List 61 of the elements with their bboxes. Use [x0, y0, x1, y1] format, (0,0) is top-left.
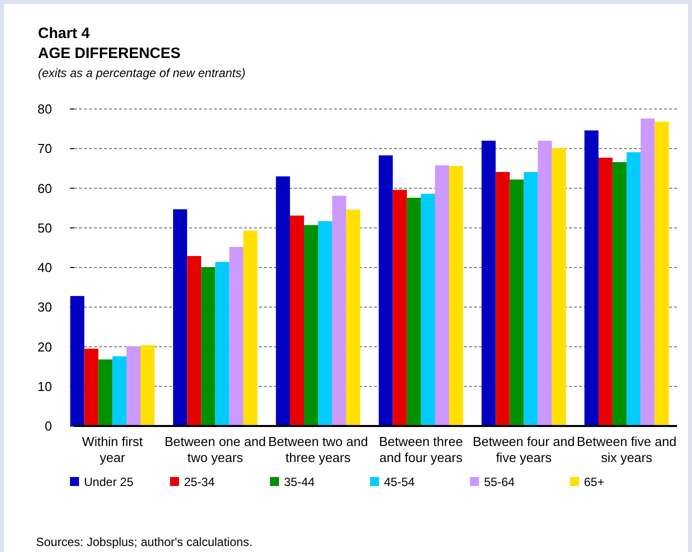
- bar: [640, 118, 655, 426]
- x-tick-label: Between one and two years: [164, 434, 266, 465]
- bar: [612, 162, 627, 426]
- chart-subtitle: AGE DIFFERENCES: [38, 45, 181, 62]
- legend-label: 25-34: [184, 475, 216, 489]
- legend-label: 55-64: [484, 475, 516, 489]
- bar: [406, 198, 421, 426]
- bar: [626, 152, 641, 426]
- bar: [140, 345, 155, 426]
- y-tick-label: 20: [38, 339, 52, 354]
- bar: [538, 140, 552, 426]
- x-tick-label: Between four and five years: [472, 434, 575, 465]
- bar: [420, 194, 435, 426]
- bar: [201, 267, 216, 426]
- x-tick-label: Within first year: [82, 434, 144, 465]
- y-tick-label: 10: [38, 378, 52, 394]
- bar: [584, 130, 598, 426]
- bar: [304, 225, 318, 426]
- bar: [496, 172, 510, 426]
- bar: [552, 148, 566, 426]
- legend-label: 45-54: [384, 475, 416, 489]
- y-tick-label: 40: [38, 260, 52, 276]
- legend-label: 35-44: [284, 475, 316, 489]
- bar: [243, 230, 258, 426]
- y-tick-label: 50: [38, 220, 52, 236]
- x-tick-label: Between three and four years: [379, 434, 463, 465]
- chart-title: Chart 4: [38, 25, 90, 42]
- x-tick-label: Between two and three years: [268, 434, 368, 465]
- y-axis-title: (exits as a percentage of new entrants): [38, 66, 246, 80]
- bar: [98, 359, 112, 426]
- bar: [449, 166, 464, 426]
- y-tick-label: 80: [38, 102, 52, 117]
- bar: [215, 262, 230, 426]
- bar: [654, 122, 669, 426]
- bar: [378, 155, 393, 426]
- bar: [276, 176, 290, 426]
- bar: [318, 221, 332, 426]
- bar: [346, 210, 360, 426]
- bar: [70, 296, 84, 426]
- legend-label: 65+: [584, 475, 604, 489]
- bar: [126, 346, 141, 426]
- bar: [84, 348, 98, 426]
- bar: [598, 158, 613, 426]
- bar: [112, 356, 126, 426]
- bar: [510, 180, 524, 426]
- bar: [290, 216, 304, 426]
- bar: [482, 140, 496, 426]
- y-tick-label: 70: [38, 141, 52, 156]
- y-tick-label: 0: [44, 418, 52, 434]
- bar: [434, 165, 450, 426]
- x-tick-label: Between five and six years: [576, 434, 676, 465]
- y-tick-label: 30: [38, 300, 52, 315]
- bar: [392, 190, 407, 426]
- bar: [229, 246, 244, 426]
- bar: [173, 209, 188, 426]
- legend-label: Under 25: [84, 475, 134, 489]
- y-tick-label: 60: [38, 180, 52, 196]
- bar: [524, 172, 538, 426]
- source-note: Sources: Jobsplus; author's calculations.: [36, 535, 252, 549]
- bar: [332, 196, 346, 426]
- bar: [187, 256, 202, 426]
